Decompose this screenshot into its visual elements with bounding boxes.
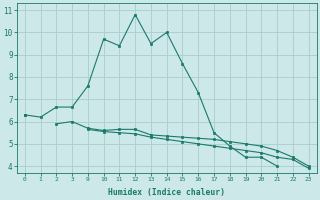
X-axis label: Humidex (Indice chaleur): Humidex (Indice chaleur) — [108, 188, 225, 197]
